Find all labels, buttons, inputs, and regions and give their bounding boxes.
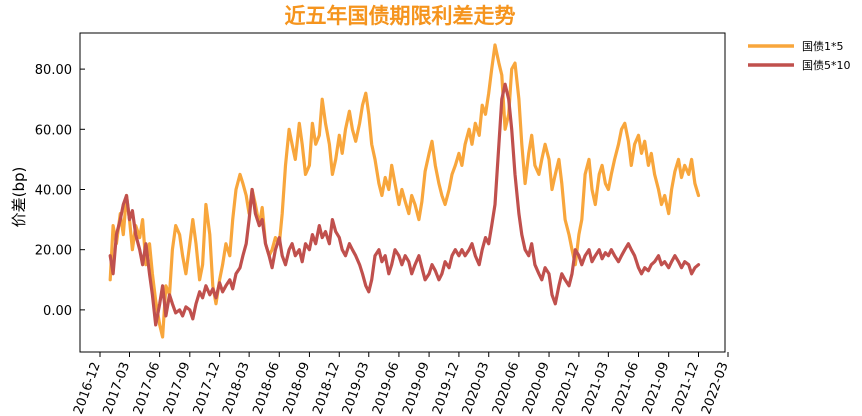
x-tick-label: 2018-12 xyxy=(310,360,343,416)
x-tick-label: 2020-06 xyxy=(490,360,523,416)
x-tick-label: 2017-12 xyxy=(191,360,224,416)
x-tick-label: 2020-12 xyxy=(550,360,583,416)
legend-label: 国债1*5 xyxy=(802,39,844,53)
x-tick-label: 2022-03 xyxy=(699,360,732,416)
series-line-2 xyxy=(108,82,701,327)
plot-area-frame xyxy=(79,32,726,353)
x-tick-label: 2021-09 xyxy=(640,360,673,416)
x-tick-label: 2020-09 xyxy=(520,360,553,416)
y-tick-label: 20.00 xyxy=(35,244,72,259)
x-axis: 2016-122017-032017-062017-092017-122018-… xyxy=(71,352,732,416)
x-tick-label: 2021-03 xyxy=(579,360,612,416)
x-tick-label: 2018-03 xyxy=(220,360,253,416)
x-tick-label: 2020-03 xyxy=(460,360,493,416)
y-axis: 0.00 20.00 40.00 60.00 80.00 xyxy=(35,63,85,319)
y-axis-label: 价差(bp) xyxy=(10,167,28,228)
series-layer xyxy=(108,43,701,339)
x-tick-label: 2018-09 xyxy=(281,360,314,416)
x-tick-label: 2016-12 xyxy=(71,360,104,416)
x-tick-label: 2018-06 xyxy=(250,360,283,416)
x-tick-label: 2017-03 xyxy=(101,360,134,416)
x-tick-label: 2019-06 xyxy=(370,360,403,416)
x-tick-label: 2021-12 xyxy=(670,360,703,416)
chart-title: 近五年国债期限利差走势 xyxy=(285,3,516,28)
legend: 国债1*5 国债5*10 xyxy=(748,39,851,72)
series-line-1 xyxy=(108,43,701,339)
x-tick-label: 2019-09 xyxy=(400,360,433,416)
x-tick-label: 2019-12 xyxy=(430,360,463,416)
x-tick-label: 2017-09 xyxy=(161,360,194,416)
y-tick-label: 80.00 xyxy=(35,63,72,78)
y-tick-label: 40.00 xyxy=(35,183,72,198)
y-tick-label: 60.00 xyxy=(35,123,72,138)
x-tick-label: 2021-06 xyxy=(610,360,643,416)
x-tick-label: 2017-06 xyxy=(131,360,164,416)
x-tick-label: 2019-03 xyxy=(340,360,373,416)
y-tick-label: 0.00 xyxy=(43,304,72,319)
legend-label: 国债5*10 xyxy=(802,58,851,72)
